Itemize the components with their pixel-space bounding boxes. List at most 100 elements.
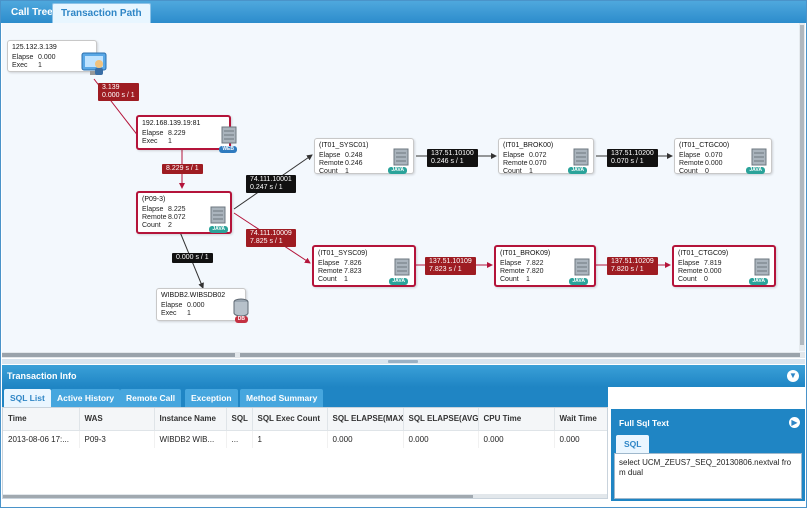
scrollbar-thumb[interactable] — [2, 353, 235, 357]
collapse-chevron-icon[interactable]: ▼ — [787, 370, 799, 382]
edge-label-line: 8.229 s / 1 — [166, 165, 199, 172]
sql-text-area[interactable]: select UCM_ZEUS7_SEQ_20130806.nextval fr… — [614, 453, 802, 499]
node-key: Remote — [142, 214, 167, 221]
server-icon — [574, 258, 590, 276]
edge-label[interactable]: 137.51.10200 0.070 s / 1 — [607, 149, 658, 167]
edge-layer — [93, 78, 673, 289]
node-value: 1 — [345, 168, 349, 175]
node-db[interactable]: WIBDB2.WIBSDB02 Elapse 0.000 Exec 1 DB — [156, 288, 249, 323]
scrollbar-thumb[interactable] — [3, 495, 473, 498]
tab-sql[interactable]: SQL — [616, 435, 650, 453]
tab-transaction-path[interactable]: Transaction Path — [52, 3, 151, 23]
column-header[interactable]: Time — [3, 408, 80, 431]
node-brok09[interactable]: (IT01_BROK09) Elapse 7.822 Remote7.820 Co… — [494, 245, 596, 287]
table-cell: WIBDB2 WIB... — [154, 430, 227, 448]
node-key: Elapse — [503, 152, 525, 159]
top-tab-bar: Call Tree Transaction Path — [1, 1, 806, 23]
node-brok00[interactable]: (IT01_BROK00) Elapse 0.072 Remote0.070 Co… — [498, 138, 594, 175]
column-header[interactable]: SQL Exec Count — [252, 408, 328, 431]
edge-label[interactable]: 137.51.10109 7.823 s / 1 — [425, 257, 476, 275]
node-value: 7.823 — [344, 268, 362, 275]
expand-arrow-icon[interactable]: ▶ — [789, 417, 800, 428]
node-ctgc00[interactable]: (IT01_CTGC00) Elapse 0.070 Remote0.000 Co… — [674, 138, 772, 175]
transaction-info-header: Transaction Info ▼ — [2, 365, 805, 387]
node-p09[interactable]: (P09-3) Elapse 8.225 Remote8.072 Count 2 J… — [136, 191, 232, 234]
transaction-path-canvas[interactable]: 125.132.3.139 Elapse 0.000 Exec 1 192.168.… — [2, 23, 805, 357]
table-cell: 2013-08-06 17:... — [3, 430, 80, 448]
column-header[interactable]: WAS — [79, 408, 155, 431]
table-cell: P09-3 — [79, 430, 155, 448]
edge-label[interactable]: 74.111.10001 0.247 s / 1 — [246, 175, 296, 193]
node-key: Count — [319, 168, 338, 175]
column-header[interactable]: Instance Name — [154, 408, 227, 431]
grid-horizontal-scrollbar[interactable] — [3, 494, 607, 498]
node-value: 0.072 — [529, 152, 547, 159]
node-value: 0 — [705, 168, 709, 175]
info-tab-bar: SQL List Active History Remote Call Exce… — [2, 387, 608, 407]
tab-sql-list[interactable]: SQL List — [4, 389, 51, 407]
node-key: Remote — [679, 160, 704, 167]
edge-label-line: 0.247 s / 1 — [250, 184, 283, 191]
full-sql-title: Full Sql Text — [619, 418, 669, 428]
node-value: 0.070 — [529, 160, 547, 167]
edge-label[interactable]: 74.111.10009 7.825 s / 1 — [246, 229, 296, 247]
tab-method-summary[interactable]: Method Summary — [240, 389, 324, 407]
node-value: 8.225 — [168, 206, 186, 213]
node-badge: WEB — [219, 146, 237, 153]
node-value: 1 — [344, 276, 348, 283]
edge-label-line: 137.51.10200 — [611, 150, 654, 157]
table-row[interactable]: 2013-08-06 17:... P09-3 WIBDB2 WIB... ..… — [3, 430, 607, 448]
node-badge: JAVA — [209, 226, 228, 233]
canvas-vertical-scrollbar[interactable] — [799, 23, 805, 351]
edge-label-line: 137.51.10109 — [429, 258, 472, 265]
table-cell: ... — [226, 430, 253, 448]
node-title: (IT01_SYSC09) — [318, 250, 368, 257]
table-cell: 0.000 — [478, 430, 555, 448]
node-key: Elapse — [678, 260, 700, 267]
node-key: Count — [679, 168, 698, 175]
node-key: Elapse — [679, 152, 701, 159]
node-key: Remote — [500, 268, 525, 275]
node-value: 0.000 — [38, 54, 56, 61]
column-header[interactable]: Wait Time — [554, 408, 607, 431]
node-ctgc09[interactable]: (IT01_CTGC09) Elapse 7.819 Remote0.000 Co… — [672, 245, 776, 287]
column-header[interactable]: CPU Time — [478, 408, 555, 431]
edge-label[interactable]: 3.139 0.000 s / 1 — [98, 83, 139, 101]
panel-splitter[interactable] — [2, 359, 805, 364]
scrollbar-thumb[interactable] — [240, 353, 800, 357]
canvas-horizontal-scrollbar[interactable] — [2, 352, 805, 358]
edge-label-line: 74.111.10001 — [250, 176, 292, 183]
edge-label[interactable]: 8.229 s / 1 — [162, 164, 203, 174]
column-header[interactable]: SQL ELAPSE(AVG) — [403, 408, 479, 431]
client-computer-icon — [81, 52, 107, 75]
node-web[interactable]: 192.168.139.19:81 Elapse 8.229 Exec 1 WEB — [136, 115, 237, 153]
edge-label-line: 0.000 s / 1 — [176, 254, 209, 261]
node-key: Remote — [318, 268, 343, 275]
tab-active-history[interactable]: Active History — [51, 389, 121, 407]
node-key: Count — [678, 276, 697, 283]
node-client[interactable]: 125.132.3.139 Elapse 0.000 Exec 1 — [7, 40, 107, 75]
node-title: (IT01_BROK09) — [500, 250, 551, 257]
node-key: Exec — [12, 62, 28, 69]
node-key: Elapse — [161, 302, 183, 309]
edge-label[interactable]: 137.51.10209 7.820 s / 1 — [607, 257, 658, 275]
server-icon — [394, 258, 410, 276]
node-value: 0 — [704, 276, 708, 283]
scrollbar-thumb[interactable] — [800, 25, 804, 345]
sql-list-grid: Time WAS Instance Name SQL SQL Exec Coun… — [2, 407, 608, 499]
tab-remote-call[interactable]: Remote Call — [120, 389, 182, 407]
node-sysc09[interactable]: (IT01_SYSC09) Elapse 7.826 Remote7.823 Co… — [312, 245, 416, 287]
edge-label[interactable]: 137.51.10100 0.246 s / 1 — [427, 149, 478, 167]
node-key: Count — [142, 222, 161, 229]
tab-call-tree[interactable]: Call Tree — [11, 7, 53, 18]
edge-label-line: 7.820 s / 1 — [611, 266, 644, 273]
node-key: Count — [503, 168, 522, 175]
column-header[interactable]: SQL ELAPSE(MAX) — [327, 408, 404, 431]
node-sysc01[interactable]: (IT01_SYSC01) Elapse 0.248 Remote0.246 Co… — [314, 138, 414, 175]
column-header[interactable]: SQL — [226, 408, 253, 431]
edge-label[interactable]: 0.000 s / 1 — [172, 253, 213, 263]
splitter-grip-icon[interactable] — [388, 360, 418, 363]
tab-exception[interactable]: Exception — [185, 389, 238, 407]
node-title: (IT01_BROK00) — [503, 142, 554, 149]
